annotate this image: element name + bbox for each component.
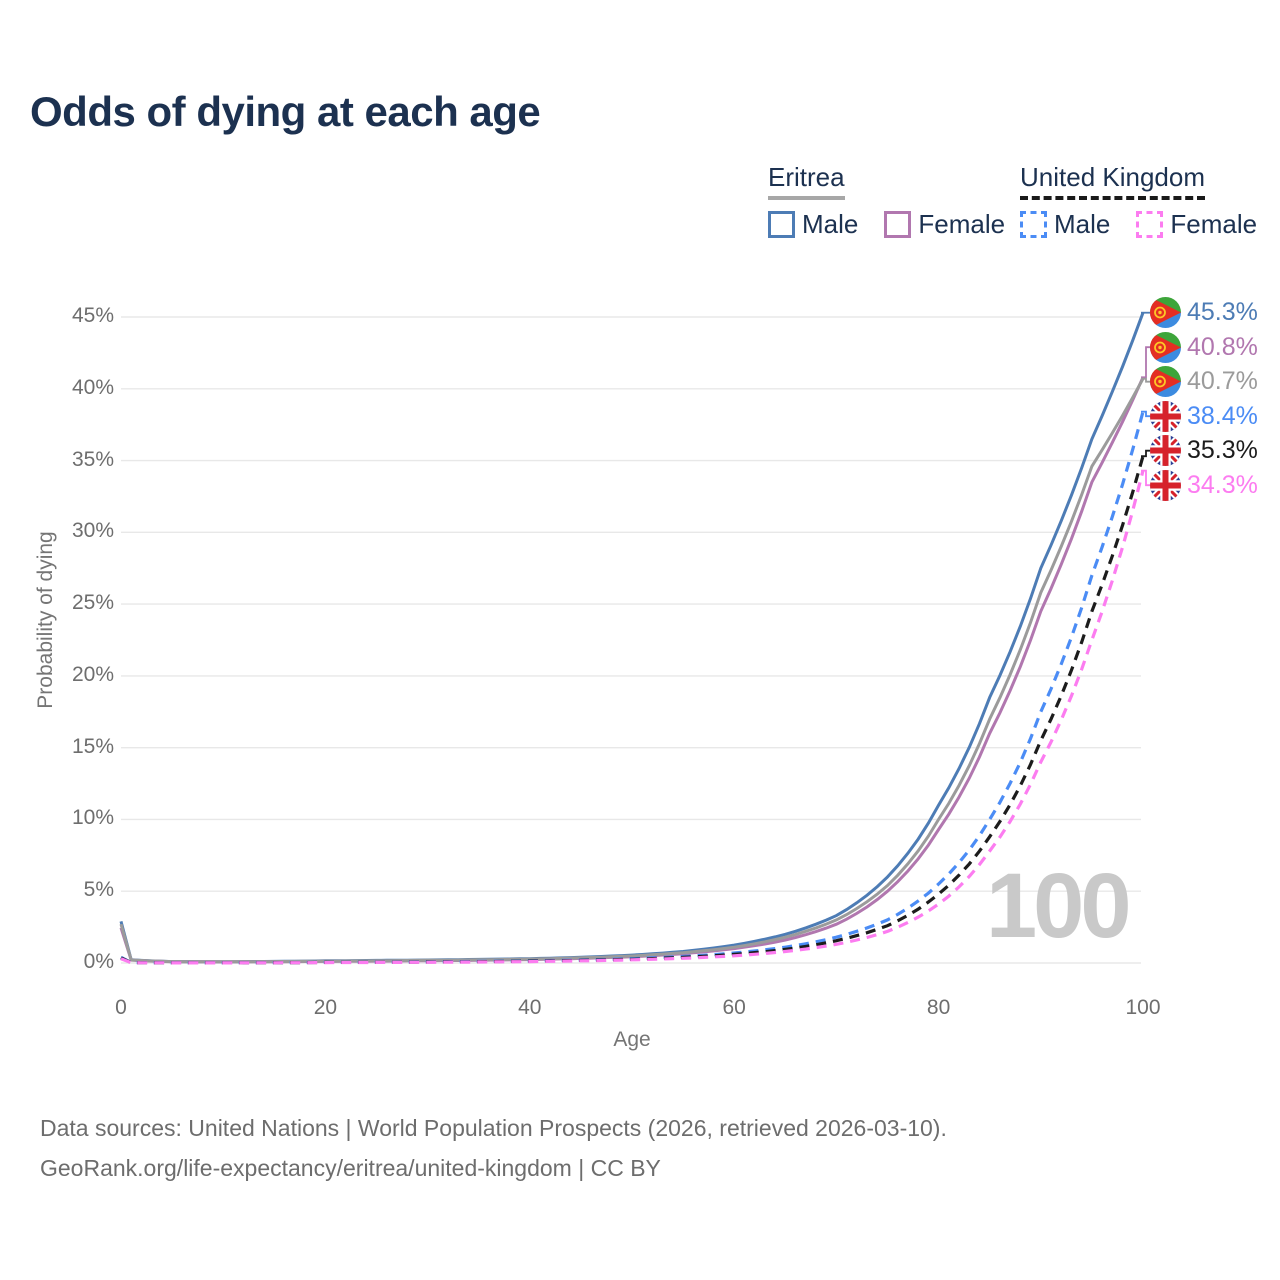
series-line-united-kingdom-female [120, 470, 1145, 965]
legend-item-label: Male [1054, 209, 1111, 239]
x-axis-title: Age [613, 1028, 651, 1051]
page-title: Odds of dying at each age [30, 88, 541, 135]
end-label-united-kingdom-both-sexes: 35.3% [1150, 435, 1258, 467]
legend-item-eritrea-male[interactable]: Male [768, 209, 858, 240]
end-label-value: 45.3% [1187, 298, 1258, 327]
legend-group-united-kingdom: United Kingdom Male Female [1020, 162, 1257, 240]
end-label-eritrea-female: 40.8% [1150, 331, 1258, 363]
legend-item-label: Male [802, 209, 859, 239]
leader-line-united-kingdom-female [1141, 469, 1151, 487]
leader-line-united-kingdom-both-sexes [1141, 449, 1151, 458]
y-tick-25pct: 25% [71, 591, 114, 615]
legend-item-eritrea-female[interactable]: Female [884, 209, 1005, 240]
end-label-value: 34.3% [1187, 470, 1258, 499]
eritrea-flag-icon [1150, 297, 1181, 329]
x-tick-40: 40 [518, 996, 542, 1019]
leader-line-eritrea-both-sexes [1141, 377, 1151, 383]
end-label-united-kingdom-male: 38.4% [1150, 400, 1258, 432]
legend-items-eritrea: Male Female [768, 209, 1005, 240]
y-axis-title: Probability of dying [34, 531, 57, 709]
footer: Data sources: United Nations | World Pop… [40, 1108, 947, 1188]
legend-item-label: Female [918, 209, 1006, 239]
footer-attribution: GeoRank.org/life-expectancy/eritrea/unit… [40, 1155, 661, 1181]
y-tick-10pct: 10% [71, 806, 114, 830]
y-tick-15pct: 15% [71, 734, 114, 758]
y-tick-5pct: 5% [83, 878, 114, 902]
legend-item-united-kingdom-female[interactable]: Female [1136, 209, 1257, 240]
end-label-eritrea-male: 45.3% [1150, 297, 1258, 329]
leader-line-eritrea-female [1141, 346, 1151, 379]
watermark-age-100: 100 [986, 855, 1131, 957]
y-tick-0pct: 0% [83, 950, 114, 973]
legend-item-label: Female [1170, 209, 1258, 239]
legend-group-title-eritrea[interactable]: Eritrea [768, 162, 845, 200]
legend-item-united-kingdom-male[interactable]: Male [1020, 209, 1110, 240]
legend-items-united-kingdom: Male Female [1020, 209, 1257, 240]
end-label-value: 40.7% [1187, 367, 1258, 396]
end-label-eritrea-both-sexes: 40.7% [1150, 366, 1258, 398]
uk-flag-icon [1150, 469, 1181, 501]
legend-swatch-eritrea-female [884, 211, 912, 238]
footer-data-sources: Data sources: United Nations | World Pop… [40, 1115, 947, 1141]
end-label-value: 40.8% [1187, 332, 1258, 361]
x-tick-0: 0 [115, 996, 127, 1019]
legend-swatch-united-kingdom-male [1020, 211, 1047, 238]
leader-line-united-kingdom-male [1141, 410, 1151, 418]
x-tick-100: 100 [1125, 996, 1161, 1019]
eritrea-flag-icon [1150, 366, 1181, 398]
legend-group-title-united-kingdom[interactable]: United Kingdom [1020, 162, 1205, 200]
y-tick-40pct: 40% [71, 375, 114, 399]
legend-swatch-eritrea-male [768, 211, 795, 238]
uk-flag-icon [1150, 435, 1181, 467]
end-label-value: 38.4% [1187, 401, 1258, 430]
y-tick-20pct: 20% [71, 662, 114, 686]
x-tick-60: 60 [722, 996, 746, 1019]
eritrea-flag-icon [1150, 331, 1181, 363]
x-tick-20: 20 [313, 996, 338, 1019]
uk-flag-icon [1150, 400, 1181, 432]
y-tick-45pct: 45% [71, 304, 114, 327]
legend-swatch-united-kingdom-female [1136, 211, 1164, 238]
x-tick-80: 80 [926, 996, 951, 1019]
legend-group-eritrea: Eritrea Male Female [768, 162, 1005, 240]
end-label-united-kingdom-female: 34.3% [1150, 469, 1258, 501]
y-tick-35pct: 35% [71, 447, 114, 471]
end-label-value: 35.3% [1187, 436, 1258, 465]
y-tick-30pct: 30% [71, 519, 114, 543]
